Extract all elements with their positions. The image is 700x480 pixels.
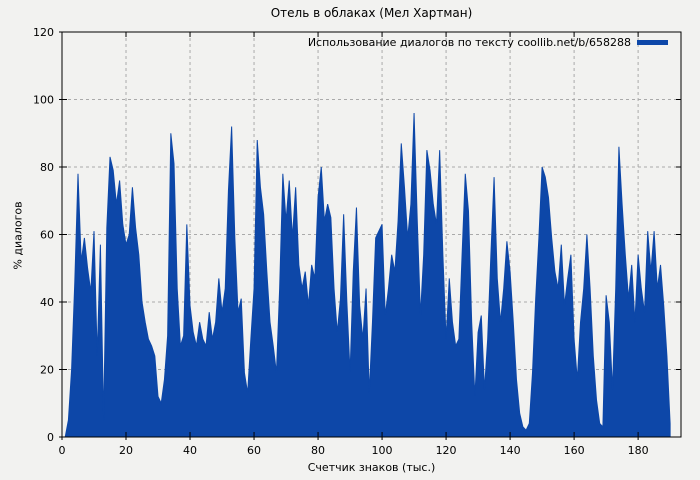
x-tick-label: 140 (500, 444, 521, 457)
legend-label: Использование диалогов по тексту coollib… (307, 35, 631, 49)
x-tick-label: 180 (628, 444, 649, 457)
x-axis-label: Счетчик знаков (тыс.) (307, 461, 436, 474)
x-tick-label: 80 (311, 444, 325, 457)
y-tick-label: 0 (47, 431, 54, 444)
y-tick-label: 40 (40, 296, 54, 309)
y-tick-label: 80 (40, 161, 54, 174)
x-tick-label: 160 (564, 444, 585, 457)
y-tick-label: 120 (33, 26, 54, 39)
x-tick-label: 60 (247, 444, 261, 457)
chart-title: Отель в облаках (Мел Хартман) (270, 6, 473, 20)
x-tick-label: 100 (372, 444, 393, 457)
y-tick-label: 100 (33, 94, 54, 107)
x-tick-label: 0 (59, 444, 66, 457)
data-series-area (64, 112, 671, 438)
legend-line-sample (637, 39, 668, 45)
y-tick-label: 60 (40, 229, 54, 242)
x-tick-label: 20 (119, 444, 133, 457)
legend: Использование диалогов по тексту coollib… (308, 34, 668, 50)
y-tick-label: 20 (40, 364, 54, 377)
x-tick-label: 40 (183, 444, 197, 457)
y-axis-label: % диалогов (11, 201, 25, 270)
x-tick-label: 120 (436, 444, 457, 457)
